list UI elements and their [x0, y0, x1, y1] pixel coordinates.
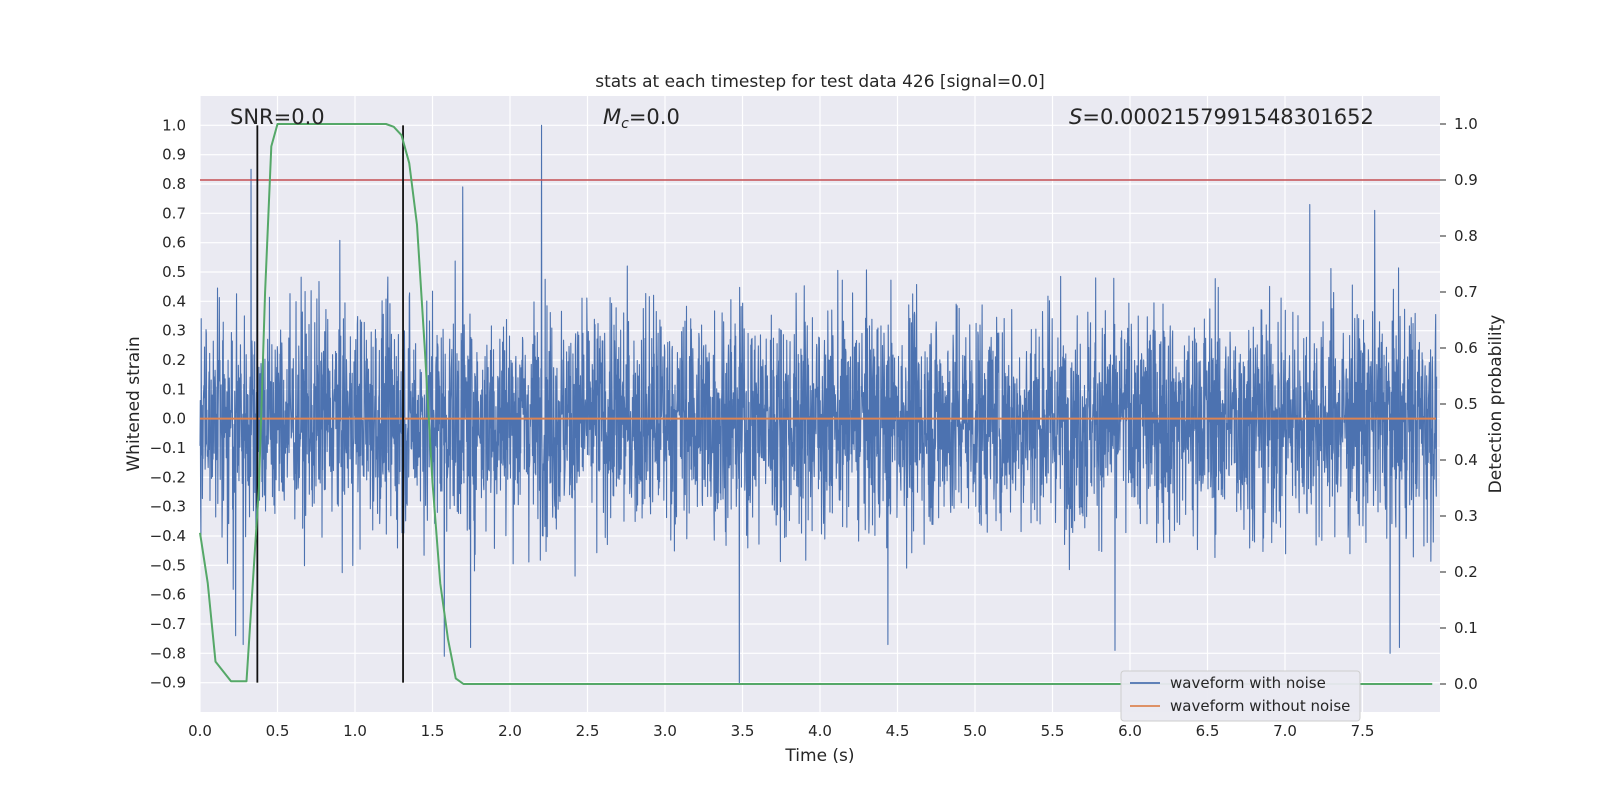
y-tick-label: −0.2 — [150, 468, 186, 486]
y-axis-label: Whitened strain — [124, 336, 144, 471]
legend-box — [1120, 670, 1361, 722]
y-tick-label: −0.3 — [150, 498, 186, 516]
noise-waveform-line — [199, 124, 1438, 684]
snr-annotation: SNR=0.0 — [230, 105, 325, 129]
mc-subscript: c — [621, 116, 629, 132]
mc-value: =0.0 — [629, 105, 680, 129]
x-tick-label: 5.0 — [963, 722, 987, 740]
y-tick-label: −0.1 — [150, 439, 186, 457]
y-tick-label: 0.9 — [162, 146, 186, 164]
lines-layer — [199, 123, 1440, 685]
x-tick-label: 1.5 — [421, 722, 445, 740]
x-tick-label: 2.0 — [498, 722, 522, 740]
y2-tick-label: 1.0 — [1454, 115, 1478, 133]
y-tick-label: 1.0 — [162, 116, 186, 134]
y-tick-label: 0.6 — [162, 234, 186, 252]
y2-tick-label: 0.5 — [1454, 395, 1478, 413]
x-tick-label: 7.0 — [1273, 722, 1297, 740]
x-tick-label: 6.0 — [1118, 722, 1142, 740]
x-tick-label: 0.5 — [266, 722, 290, 740]
y2-tick-label: 0.7 — [1454, 283, 1478, 301]
x-tick-label: 7.5 — [1351, 722, 1375, 740]
mc-symbol: M — [603, 105, 621, 129]
y2-tick-label: 0.9 — [1454, 171, 1478, 189]
x-tick-label: 4.0 — [808, 722, 832, 740]
tick-layer: 0.0 0.5 1.0 1.5 2.0 2.5 3.0 3.5 4.0 4.5 5.0 5.5 6.0 6… — [150, 115, 1478, 740]
y-tick-label: 0.8 — [162, 175, 186, 193]
s-value: =0.0002157991548301652 — [1082, 105, 1374, 129]
y2-tick-label: 0.0 — [1454, 675, 1478, 693]
y-tick-label: 0.1 — [162, 380, 186, 398]
y-tick-label: 0.0 — [162, 410, 186, 428]
y2-axis-label: Detection probability — [1486, 315, 1506, 494]
s-symbol: S — [1069, 105, 1082, 129]
x-tick-label: 3.0 — [653, 722, 677, 740]
chart-title: stats at each timestep for test data 426… — [595, 72, 1045, 92]
y2-tick-label: 0.2 — [1454, 563, 1478, 581]
y-tick-label: −0.7 — [150, 615, 186, 633]
y-tick-label: −0.5 — [150, 556, 186, 574]
x-axis-label: Time (s) — [784, 746, 854, 766]
legend-label-noise: waveform with noise — [1170, 674, 1326, 692]
score-annotation: S=0.0002157991548301652 — [1069, 105, 1374, 129]
y2-tick-label: 0.1 — [1454, 619, 1478, 637]
detection-probability-line — [199, 123, 1433, 685]
y-tick-label: 0.3 — [162, 322, 186, 340]
x-tick-label: 6.5 — [1196, 722, 1220, 740]
y2-tick-label: 0.3 — [1454, 507, 1478, 525]
chirp-mass-annotation: Mc=0.0 — [603, 105, 680, 132]
x-tick-label: 2.5 — [576, 722, 600, 740]
y-tick-label: 0.5 — [162, 263, 186, 281]
y2-tick-label: 0.4 — [1454, 451, 1478, 469]
y-tick-label: 0.2 — [162, 351, 186, 369]
legend-label-clean: waveform without noise — [1170, 697, 1350, 715]
x-tick-label: 0.0 — [188, 722, 212, 740]
noise-waveform-series — [199, 124, 1438, 684]
y-tick-label: 0.7 — [162, 204, 186, 222]
y-tick-label: −0.6 — [150, 586, 186, 604]
x-tick-label: 5.5 — [1041, 722, 1065, 740]
x-tick-label: 1.0 — [343, 722, 367, 740]
y-tick-label: −0.9 — [150, 674, 186, 692]
y-tick-label: −0.8 — [150, 644, 186, 662]
y2-tick-label: 0.6 — [1454, 339, 1478, 357]
x-tick-label: 3.5 — [731, 722, 755, 740]
legend: waveform with noise waveform without noi… — [1120, 670, 1361, 722]
y2-tick-label: 0.8 — [1454, 227, 1478, 245]
y-tick-label: −0.4 — [150, 527, 186, 545]
x-tick-label: 4.5 — [886, 722, 910, 740]
y-tick-label: 0.4 — [162, 292, 186, 310]
